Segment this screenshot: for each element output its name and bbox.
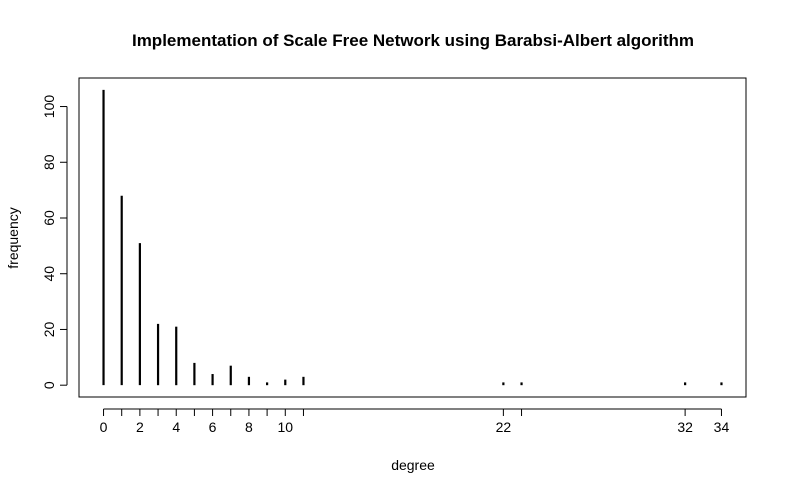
x-tick-label-2: 2: [136, 419, 144, 435]
x-tick-label-34: 34: [714, 419, 730, 435]
plot-frame: [78, 77, 747, 398]
y-tick-label-60: 60: [41, 210, 57, 226]
x-tick-label-8: 8: [245, 419, 253, 435]
bars-group: [102, 89, 723, 386]
x-tick-label-32: 32: [677, 419, 693, 435]
y-tick-label-20: 20: [41, 321, 57, 337]
x-tick-label-22: 22: [496, 419, 512, 435]
x-axis: 0 2 4 6 8 10 22 32 34: [100, 408, 730, 435]
y-axis-label: frequency: [5, 207, 21, 268]
y-axis: 0 20 40 60 80 100: [41, 95, 68, 389]
x-tick-label-10: 10: [277, 419, 293, 435]
x-axis-label: degree: [391, 457, 435, 473]
y-tick-label-80: 80: [41, 154, 57, 170]
x-tick-label-4: 4: [172, 419, 180, 435]
y-tick-label-40: 40: [41, 266, 57, 282]
y-tick-label-100: 100: [41, 95, 57, 119]
x-tick-label-6: 6: [209, 419, 217, 435]
chart-title: Implementation of Scale Free Network usi…: [132, 31, 694, 50]
y-tick-label-0: 0: [41, 381, 57, 389]
x-tick-label-0: 0: [100, 419, 108, 435]
